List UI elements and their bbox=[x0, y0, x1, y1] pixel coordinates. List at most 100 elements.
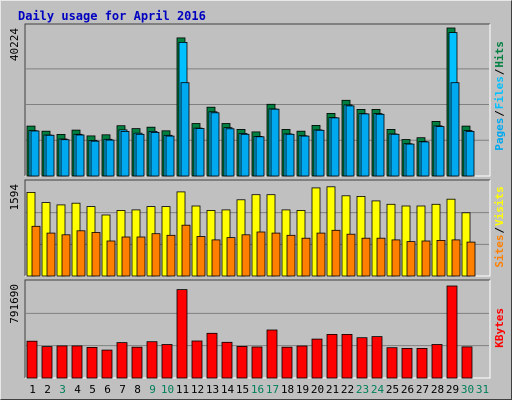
panel-hits-files-pages: 40224 Pages/Files/Hits bbox=[8, 23, 506, 177]
bar-sites-day-13 bbox=[211, 239, 221, 277]
day-label-7: 7 bbox=[119, 383, 126, 396]
bar-kbytes-day-13 bbox=[206, 332, 218, 379]
day-label-23: 23 bbox=[356, 383, 369, 396]
bar-pages-day-2 bbox=[45, 134, 55, 177]
bar-kbytes-day-11 bbox=[176, 289, 188, 379]
bar-pages-day-17 bbox=[270, 108, 280, 177]
day-label-19: 19 bbox=[296, 383, 309, 396]
legend-separator: / bbox=[493, 68, 506, 75]
series-kbytes bbox=[26, 285, 473, 379]
bar-kbytes-day-2 bbox=[41, 346, 53, 379]
bar-sites-day-27 bbox=[421, 240, 431, 277]
bar-kbytes-day-24 bbox=[371, 336, 383, 379]
day-label-28: 28 bbox=[431, 383, 444, 396]
bar-kbytes-day-22 bbox=[341, 333, 353, 379]
bar-kbytes-day-12 bbox=[191, 340, 203, 379]
bar-kbytes-day-15 bbox=[236, 345, 248, 379]
bar-kbytes-day-26 bbox=[401, 347, 413, 379]
chart-title: Daily usage for April 2016 bbox=[18, 9, 206, 23]
day-label-13: 13 bbox=[206, 383, 219, 396]
plot-border-dark bbox=[24, 279, 490, 378]
bar-pages-day-27 bbox=[420, 141, 430, 177]
bar-pages-day-19 bbox=[300, 135, 310, 177]
bar-sites-day-19 bbox=[301, 237, 311, 277]
bar-sites-day-24 bbox=[376, 237, 386, 277]
legend-separator: / bbox=[493, 110, 506, 117]
bar-pages-day-20 bbox=[315, 129, 325, 177]
day-label-11: 11 bbox=[176, 383, 189, 396]
axis-max-label: 40224 bbox=[8, 28, 21, 61]
day-label-5: 5 bbox=[89, 383, 96, 396]
bar-sites-day-14 bbox=[226, 237, 236, 277]
bar-visits-day-29 bbox=[446, 198, 456, 277]
bar-pages-day-4 bbox=[75, 134, 85, 177]
bar-pages-day-13 bbox=[210, 112, 220, 177]
day-label-24: 24 bbox=[371, 383, 385, 396]
bar-pages-day-15 bbox=[240, 133, 250, 177]
day-label-31: 31 bbox=[476, 383, 489, 396]
legend-kbytes: KBytes bbox=[493, 308, 506, 348]
bar-kbytes-day-16 bbox=[251, 346, 263, 379]
legend: Pages/Files/Hits bbox=[493, 41, 506, 151]
bar-sites-day-6 bbox=[106, 240, 116, 277]
bar-visits-day-23 bbox=[356, 195, 366, 277]
bar-kbytes-day-3 bbox=[56, 345, 68, 379]
bar-sites-day-10 bbox=[166, 234, 176, 277]
bar-sites-day-8 bbox=[136, 236, 146, 277]
bar-sites-day-1 bbox=[31, 225, 41, 277]
day-label-2: 2 bbox=[44, 383, 51, 396]
bar-kbytes-day-9 bbox=[146, 341, 158, 379]
bar-sites-day-30 bbox=[466, 241, 476, 277]
bar-kbytes-day-14 bbox=[221, 341, 233, 379]
axis-max-label: 1594 bbox=[8, 184, 21, 211]
bar-pages-day-10 bbox=[165, 135, 175, 177]
bar-kbytes-day-20 bbox=[311, 338, 323, 379]
day-label-18: 18 bbox=[281, 383, 294, 396]
bar-sites-day-3 bbox=[61, 234, 71, 277]
bar-pages-day-24 bbox=[375, 113, 385, 177]
bar-kbytes-day-23 bbox=[356, 337, 368, 379]
bar-kbytes-day-25 bbox=[386, 347, 398, 379]
series-sites bbox=[31, 224, 476, 277]
bar-pages-day-16 bbox=[255, 136, 265, 177]
bar-pages-day-30 bbox=[465, 130, 475, 177]
bar-kbytes-day-19 bbox=[296, 345, 308, 379]
day-label-17: 17 bbox=[266, 383, 279, 396]
bar-pages-day-29 bbox=[450, 82, 460, 177]
day-label-26: 26 bbox=[401, 383, 414, 396]
series-pages bbox=[30, 82, 475, 177]
day-label-22: 22 bbox=[341, 383, 354, 396]
bar-kbytes-day-7 bbox=[116, 342, 128, 379]
legend-sites: Sites bbox=[493, 234, 506, 267]
bar-pages-day-8 bbox=[135, 133, 145, 177]
bar-sites-day-23 bbox=[361, 237, 371, 277]
bar-kbytes-day-28 bbox=[431, 344, 443, 379]
bar-sites-day-26 bbox=[406, 241, 416, 277]
bar-pages-day-18 bbox=[285, 133, 295, 177]
bar-sites-day-25 bbox=[391, 239, 401, 277]
bar-kbytes-day-21 bbox=[326, 333, 338, 379]
plot-border-dark bbox=[24, 179, 490, 276]
chart-panels: 40224Pages/Files/Hits1594Sites/Visits791… bbox=[8, 23, 506, 379]
bar-kbytes-day-18 bbox=[281, 346, 293, 379]
bar-pages-day-5 bbox=[90, 140, 100, 177]
bar-pages-day-3 bbox=[60, 139, 70, 177]
legend: Sites/Visits bbox=[493, 186, 506, 267]
bar-sites-day-21 bbox=[331, 229, 341, 277]
bar-kbytes-day-4 bbox=[71, 345, 83, 379]
day-label-4: 4 bbox=[74, 383, 81, 396]
bar-kbytes-day-5 bbox=[86, 346, 98, 379]
day-label-10: 10 bbox=[161, 383, 174, 396]
bar-sites-day-9 bbox=[151, 233, 161, 277]
day-label-14: 14 bbox=[221, 383, 235, 396]
day-label-12: 12 bbox=[191, 383, 204, 396]
bar-sites-day-29 bbox=[451, 239, 461, 277]
bar-sites-day-22 bbox=[346, 233, 356, 277]
bar-pages-day-11 bbox=[180, 82, 190, 177]
bar-kbytes-day-30 bbox=[461, 346, 473, 379]
bar-sites-day-18 bbox=[286, 234, 296, 277]
bar-sites-day-17 bbox=[271, 232, 281, 277]
legend-files: Files bbox=[493, 76, 506, 109]
day-label-15: 15 bbox=[236, 383, 249, 396]
